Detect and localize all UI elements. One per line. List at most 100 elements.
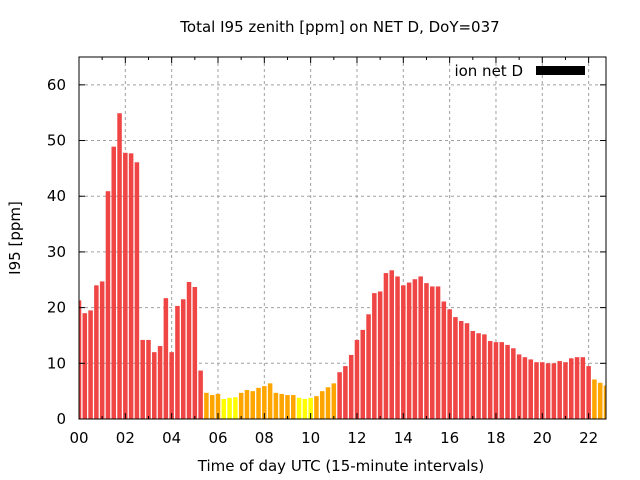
- y-tick-label: 20: [47, 299, 66, 317]
- bar: [418, 276, 423, 419]
- bar: [377, 291, 383, 419]
- bar: [169, 352, 174, 419]
- bar: [557, 361, 562, 419]
- bar: [470, 331, 476, 419]
- bar: [574, 357, 580, 419]
- bar: [192, 287, 198, 419]
- bar: [308, 397, 313, 419]
- bar: [528, 359, 533, 419]
- bar: [233, 397, 238, 419]
- bar: [563, 362, 568, 419]
- plot-frame: [78, 56, 607, 420]
- y-tick-label: 10: [47, 354, 66, 372]
- bar: [291, 395, 296, 419]
- legend-swatch: [536, 66, 585, 75]
- bar: [94, 285, 99, 419]
- x-tick-label: 10: [301, 429, 320, 447]
- bar: [482, 334, 487, 419]
- x-tick-labels: 00 02 04 06 08 10 12 14 16 18 20 22: [69, 429, 598, 447]
- bar: [186, 282, 192, 419]
- x-tick-label: 06: [208, 429, 227, 447]
- bar: [534, 362, 539, 419]
- bar: [447, 309, 452, 419]
- bar: [540, 362, 545, 419]
- bar: [198, 370, 203, 419]
- bar: [603, 385, 606, 419]
- bar: [505, 344, 510, 419]
- bar: [592, 379, 597, 419]
- bar: [140, 339, 145, 419]
- bar: [464, 323, 470, 419]
- bar: [227, 397, 232, 419]
- bar: [105, 191, 111, 419]
- bar: [424, 283, 429, 419]
- x-axis-label: Time of day UTC (15-minute intervals): [197, 457, 484, 475]
- x-tick-label: 02: [116, 429, 135, 447]
- bar: [256, 387, 261, 419]
- bar: [128, 153, 134, 419]
- bar: [354, 339, 360, 419]
- bar: [88, 310, 93, 419]
- bar: [453, 317, 458, 419]
- y-tick-label: 60: [47, 76, 66, 94]
- legend-label: ion net D: [454, 62, 523, 80]
- bar: [383, 273, 389, 419]
- bar: [343, 366, 348, 419]
- bar: [580, 357, 586, 419]
- bar: [157, 346, 163, 419]
- bar: [325, 387, 331, 419]
- bar: [389, 270, 394, 419]
- bar: [279, 393, 284, 419]
- bar: [267, 383, 273, 419]
- bar: [180, 299, 186, 419]
- bar: [123, 152, 128, 419]
- x-tick-label: 18: [486, 429, 505, 447]
- y-tick-labels: 0 10 20 30 40 50 60: [47, 76, 66, 428]
- bar: [215, 393, 221, 419]
- bar: [597, 382, 603, 419]
- bar: [372, 293, 377, 419]
- bar: [412, 279, 418, 419]
- x-tick-label: 04: [162, 429, 181, 447]
- x-tick-label: 16: [440, 429, 459, 447]
- bar: [487, 341, 493, 419]
- bar: [430, 286, 435, 419]
- bar: [406, 282, 412, 419]
- x-tick-label: 22: [579, 429, 598, 447]
- bars: [79, 113, 606, 419]
- x-tick-label: 14: [394, 429, 413, 447]
- bar: [522, 357, 528, 419]
- bar: [238, 392, 244, 419]
- y-tick-label: 30: [47, 243, 66, 261]
- bar: [99, 281, 105, 419]
- bar: [250, 391, 255, 419]
- bar: [586, 366, 591, 419]
- bar: [204, 392, 209, 419]
- x-tick-label: 08: [255, 429, 274, 447]
- bar: [493, 342, 499, 419]
- bar: [262, 386, 267, 419]
- y-axis-label: I95 [ppm]: [6, 201, 24, 275]
- bar: [82, 313, 88, 419]
- bar: [244, 390, 250, 419]
- bar: [395, 276, 400, 419]
- bar: [331, 383, 337, 419]
- bar: [117, 113, 122, 419]
- bar: [79, 300, 82, 419]
- bar: [111, 146, 117, 419]
- y-tick-label: 40: [47, 187, 66, 205]
- bar: [273, 392, 279, 419]
- bar: [319, 391, 325, 419]
- bar: [366, 314, 371, 419]
- bar: [209, 395, 215, 419]
- bar: [511, 348, 516, 419]
- bar: [435, 286, 441, 419]
- bar: [545, 363, 551, 419]
- bar: [476, 333, 481, 419]
- bar: [314, 396, 319, 419]
- bar: [302, 398, 308, 419]
- bar: [551, 363, 557, 419]
- bar: [221, 398, 227, 419]
- bar: [401, 285, 406, 419]
- bar: [458, 320, 464, 419]
